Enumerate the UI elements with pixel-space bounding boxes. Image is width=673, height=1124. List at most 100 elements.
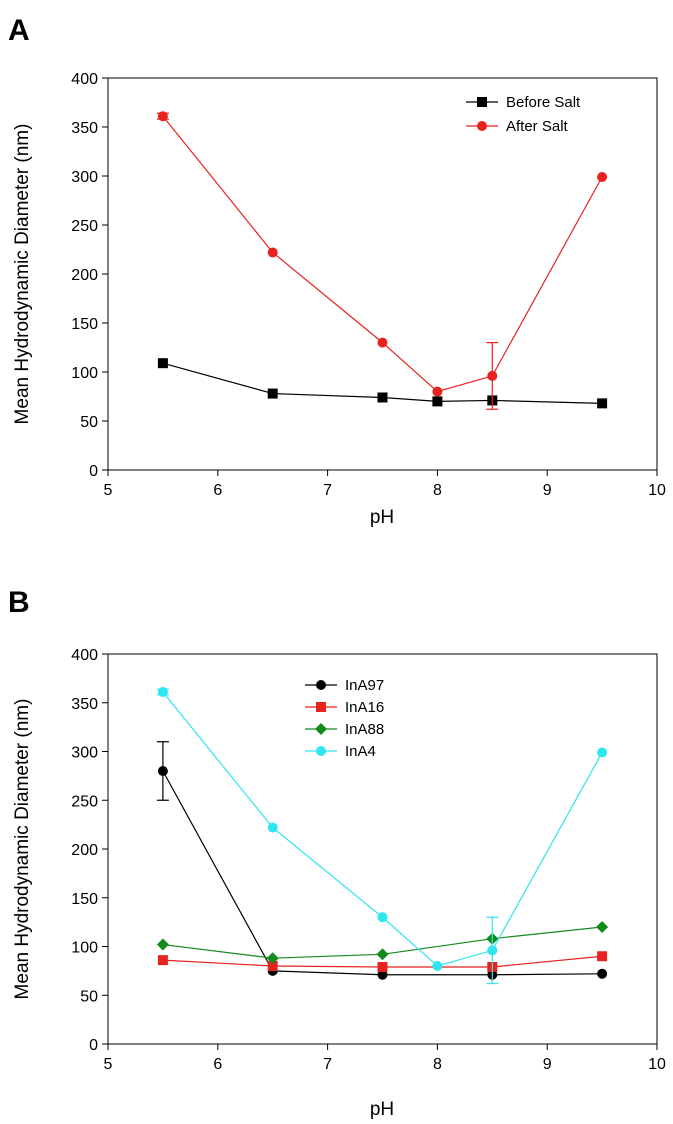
data-point	[157, 358, 168, 369]
legend-label: After Salt	[506, 118, 569, 135]
data-point	[376, 948, 389, 961]
data-point	[266, 952, 279, 965]
y-tick-label: 250	[71, 793, 98, 810]
data-point	[432, 961, 443, 971]
y-tick-label: 350	[71, 696, 98, 713]
x-tick-label: 8	[433, 1056, 442, 1073]
legend-marker	[477, 121, 487, 131]
legend-label: InA4	[345, 743, 376, 760]
panel-label-b: B	[8, 586, 30, 619]
legend-marker	[477, 97, 487, 107]
data-point	[432, 386, 443, 397]
legend-marker	[316, 746, 326, 756]
y-tick-label: 200	[71, 842, 98, 859]
data-point	[267, 961, 278, 971]
x-axis-label: pH	[370, 1099, 394, 1120]
series-after-salt	[156, 111, 608, 410]
x-tick-label: 7	[323, 1056, 332, 1073]
data-point	[377, 961, 388, 972]
data-point	[157, 955, 168, 966]
x-tick-label: 7	[323, 482, 332, 499]
legend-marker	[316, 702, 326, 712]
data-point	[597, 171, 608, 182]
series-ina88	[156, 921, 609, 965]
series-line	[162, 770, 603, 976]
series-line	[162, 691, 603, 967]
legend-item: Before Salt	[466, 94, 581, 111]
x-tick-label: 8	[433, 482, 442, 499]
data-point	[597, 951, 608, 962]
x-tick-label: 5	[104, 482, 113, 499]
data-point	[596, 921, 609, 933]
legend-label: InA97	[345, 677, 384, 694]
data-point	[157, 766, 168, 776]
data-point	[487, 370, 498, 381]
legend-marker	[316, 680, 326, 690]
series-ina4	[156, 687, 608, 985]
y-tick-label: 0	[89, 463, 98, 480]
series-ina97	[156, 741, 608, 980]
data-point	[377, 912, 388, 923]
y-tick-label: 300	[71, 745, 98, 762]
data-point	[156, 938, 169, 951]
y-tick-label: 350	[71, 120, 98, 137]
legend-item: InA97	[305, 677, 384, 694]
data-point	[432, 396, 443, 407]
y-tick-label: 150	[71, 316, 98, 333]
x-tick-label: 5	[104, 1056, 113, 1073]
plot-frame	[107, 77, 658, 471]
y-tick-label: 400	[71, 647, 98, 664]
series-before-salt	[157, 358, 608, 409]
data-point	[157, 111, 168, 122]
legend-item: InA4	[305, 743, 376, 760]
data-point	[597, 747, 608, 758]
y-tick-label: 0	[89, 1037, 98, 1054]
data-point	[377, 392, 388, 403]
x-tick-label: 6	[213, 1056, 222, 1073]
y-tick-label: 200	[71, 267, 98, 284]
legend-label: InA16	[345, 699, 384, 716]
x-tick-label: 10	[648, 1056, 666, 1073]
series-line	[162, 362, 603, 404]
legend-item: InA16	[305, 699, 384, 716]
y-axis-label: Mean Hydrodynamic Diameter (nm)	[12, 699, 33, 1000]
y-tick-label: 100	[71, 365, 98, 382]
legend-label: InA88	[345, 721, 384, 738]
data-point	[267, 388, 278, 399]
y-tick-label: 100	[71, 940, 98, 957]
y-tick-label: 50	[80, 988, 98, 1005]
data-point	[267, 822, 278, 833]
panel-label-a: A	[8, 14, 30, 47]
data-point	[597, 398, 608, 409]
series-line	[162, 115, 603, 393]
legend-marker	[315, 723, 327, 735]
legend: Before Salt After Salt	[466, 94, 581, 135]
series-group	[156, 111, 608, 410]
y-tick-label: 150	[71, 891, 98, 908]
y-tick-label: 300	[71, 169, 98, 186]
data-point	[377, 337, 388, 348]
data-point	[487, 945, 498, 956]
data-point	[377, 969, 388, 980]
y-tick-label: 250	[71, 218, 98, 235]
x-tick-label: 9	[543, 1056, 552, 1073]
series-group	[156, 687, 609, 985]
legend-item: InA88	[305, 721, 384, 738]
data-point	[267, 247, 278, 258]
y-tick-label: 50	[80, 414, 98, 431]
data-point	[597, 968, 608, 979]
x-tick-label: 10	[648, 482, 666, 499]
legend-label: Before Salt	[506, 94, 581, 111]
legend-item: After Salt	[466, 118, 569, 135]
legend: InA97 InA16 InA88 InA4	[305, 677, 384, 760]
y-axis-label: Mean Hydrodynamic Diameter (nm)	[12, 124, 33, 425]
x-tick-label: 9	[543, 482, 552, 499]
y-tick-label: 400	[71, 71, 98, 88]
data-point	[157, 687, 168, 698]
x-tick-label: 6	[213, 482, 222, 499]
x-axis-label: pH	[370, 507, 394, 528]
